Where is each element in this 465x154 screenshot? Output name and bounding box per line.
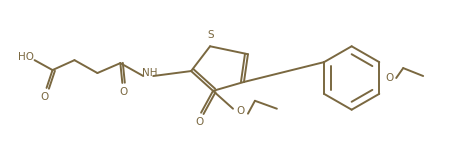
Text: O: O <box>237 106 245 116</box>
Text: O: O <box>385 73 393 83</box>
Text: O: O <box>195 117 203 127</box>
Text: NH: NH <box>142 68 158 78</box>
Text: S: S <box>208 30 214 40</box>
Text: O: O <box>40 92 49 102</box>
Text: O: O <box>119 87 127 97</box>
Text: HO: HO <box>18 52 33 62</box>
